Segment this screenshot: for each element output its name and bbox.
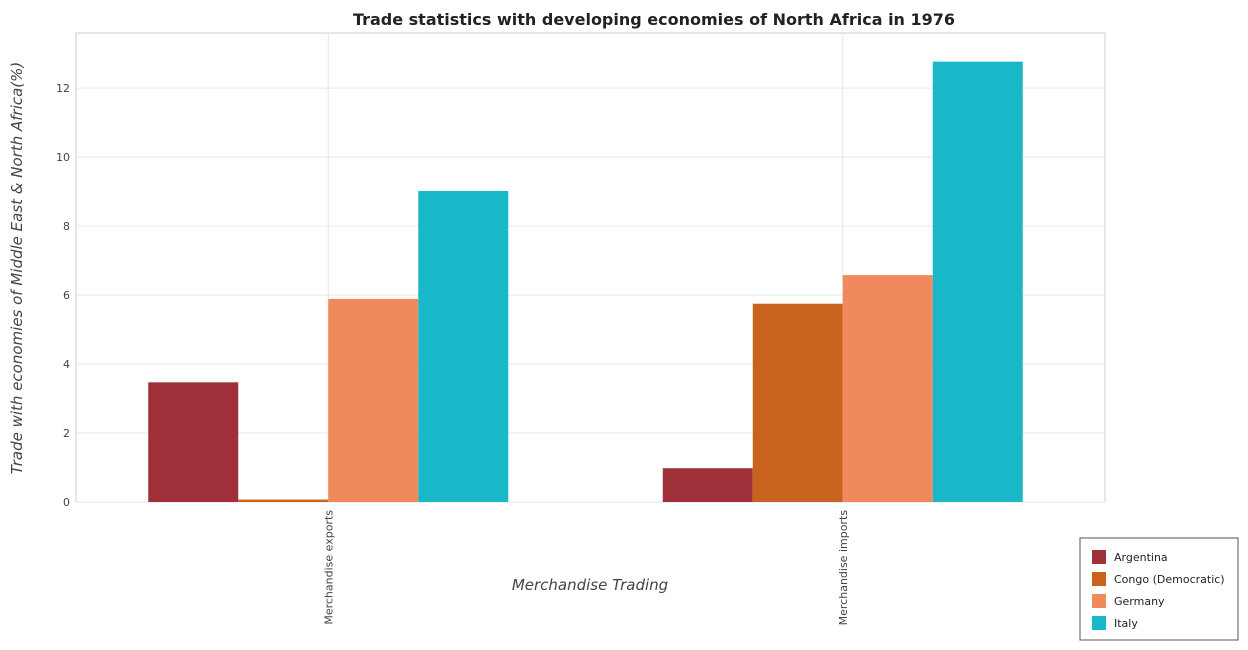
x-category-label: Merchandise imports	[837, 510, 850, 626]
bar-germany-merchandise-imports	[842, 275, 933, 502]
y-tick-label: 6	[63, 289, 70, 302]
chart-title: Trade statistics with developing economi…	[353, 10, 955, 29]
y-tick-label: 4	[63, 358, 70, 371]
legend-swatch	[1092, 550, 1106, 564]
legend-swatch	[1092, 594, 1106, 608]
y-tick-label: 2	[63, 427, 70, 440]
y-tick-label: 12	[56, 82, 70, 95]
legend-box	[1079, 537, 1239, 641]
bar-argentina-merchandise-imports	[662, 468, 753, 502]
legend-label: Italy	[1114, 617, 1138, 630]
bars	[148, 61, 1023, 503]
x-category-label: Merchandise exports	[322, 510, 335, 625]
y-tick-label: 10	[56, 151, 70, 164]
bar-germany-merchandise-exports	[328, 298, 419, 502]
legend-label: Germany	[1114, 595, 1165, 608]
y-axis-label: Trade with economies of Middle East & No…	[8, 62, 26, 475]
bar-congo-democratic-merchandise-imports	[752, 303, 843, 502]
x-axis-categories: Merchandise exports Merchandise imports	[322, 510, 850, 626]
legend-label: Argentina	[1114, 551, 1168, 564]
legend: Argentina Congo (Democratic) Germany Italy	[1079, 537, 1239, 641]
legend-swatch	[1092, 616, 1106, 630]
y-tick-label: 8	[63, 220, 70, 233]
y-tick-label: 0	[63, 496, 70, 509]
bar-italy-merchandise-imports	[932, 61, 1023, 502]
bar-congo-democratic-merchandise-exports	[238, 499, 329, 502]
x-axis-label: Merchandise Trading	[512, 576, 668, 594]
legend-label: Congo (Democratic)	[1114, 573, 1225, 586]
bar-argentina-merchandise-exports	[148, 382, 239, 502]
y-axis-ticks: 0 2 4 6 8 10 12	[56, 82, 70, 509]
legend-swatch	[1092, 572, 1106, 586]
bar-italy-merchandise-exports	[418, 190, 509, 503]
